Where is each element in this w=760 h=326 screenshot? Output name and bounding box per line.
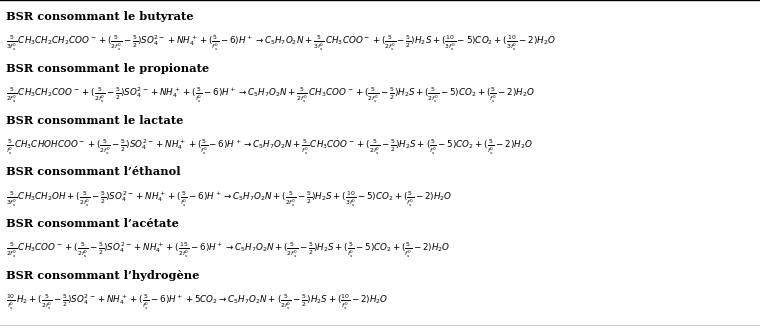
- Text: BSR consommant le lactate: BSR consommant le lactate: [6, 114, 183, 126]
- Text: $\frac{10}{f_s^0}\,H_2+(\frac{5}{2f_s^0}-\frac{5}{2})SO_4^{2-}+NH_4^++(\frac{5}{: $\frac{10}{f_s^0}\,H_2+(\frac{5}{2f_s^0}…: [6, 293, 388, 312]
- Text: BSR consommant l’hydrogène: BSR consommant l’hydrogène: [6, 270, 199, 281]
- Text: $\frac{5}{3f_s^0}\,CH_3CH_2CH_2COO^-+(\frac{5}{2f_s^0}-\frac{5}{2})SO_4^{2-}+NH_: $\frac{5}{3f_s^0}\,CH_3CH_2CH_2COO^-+(\f…: [6, 34, 556, 53]
- Text: $\frac{5}{f_s^0}\,CH_3CHOHCOO^-+(\frac{5}{2f_s^0}-\frac{5}{2})SO_4^{2-}+NH_4^++(: $\frac{5}{f_s^0}\,CH_3CHOHCOO^-+(\frac{5…: [6, 137, 533, 156]
- Text: $\frac{5}{2f_s^0}\,CH_3CH_2COO^-+(\frac{5}{2f_s^0}-\frac{5}{2})SO_4^{2-}+NH_4^++: $\frac{5}{2f_s^0}\,CH_3CH_2COO^-+(\frac{…: [6, 85, 535, 105]
- Text: $\frac{5}{2f_s^0}\,CH_3COO^-+(\frac{5}{2f_s^0}-\frac{5}{2})SO_4^{2-}+NH_4^++(\fr: $\frac{5}{2f_s^0}\,CH_3COO^-+(\frac{5}{2…: [6, 241, 451, 260]
- Text: BSR consommant l’éthanol: BSR consommant l’éthanol: [6, 166, 181, 177]
- Text: $\frac{5}{3f_s^0}\,CH_3CH_2OH+(\frac{5}{2f_s^0}-\frac{5}{2})SO_4^{2-}+NH_4^++(\f: $\frac{5}{3f_s^0}\,CH_3CH_2OH+(\frac{5}{…: [6, 189, 452, 209]
- Text: BSR consommant le butyrate: BSR consommant le butyrate: [6, 11, 194, 22]
- Text: BSR consommant l’acétate: BSR consommant l’acétate: [6, 218, 179, 229]
- Text: BSR consommant le propionate: BSR consommant le propionate: [6, 63, 209, 74]
